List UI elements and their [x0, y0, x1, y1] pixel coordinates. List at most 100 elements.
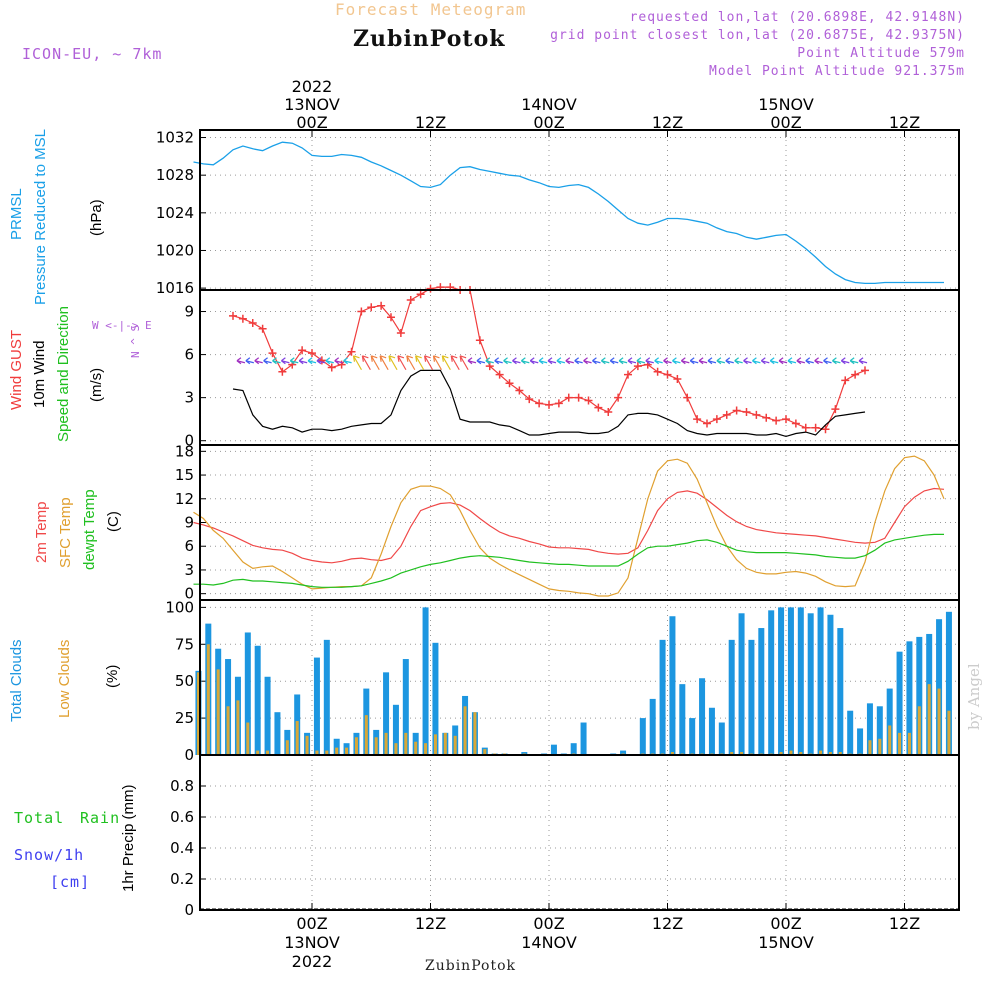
y-tick-label: 0.6 — [170, 808, 194, 826]
low-cloud-bar — [888, 725, 892, 755]
total-cloud-bar — [787, 607, 794, 755]
t2m-line — [193, 487, 945, 564]
total-cloud-bar — [432, 642, 439, 755]
wind-direction-arrow — [459, 355, 469, 371]
label-rain: Rain — [80, 809, 121, 827]
wind-direction-arrow — [485, 357, 494, 365]
x-date-label-bottom: 13NOV — [284, 933, 340, 952]
low-cloud-bar — [256, 750, 260, 755]
gust-marker — [663, 370, 672, 379]
total-cloud-bar — [639, 718, 646, 755]
point-altitude: Point Altitude 579m — [797, 46, 965, 61]
wind-direction-arrow — [503, 357, 512, 365]
location-title: ZubinPotok — [353, 26, 506, 52]
gust-marker — [505, 379, 514, 388]
wind-direction-arrow — [778, 357, 788, 365]
wind-direction-arrow — [814, 357, 823, 365]
dewpt-line — [193, 533, 944, 588]
gust-marker — [752, 410, 761, 419]
gust-marker — [564, 393, 573, 402]
x-tick-label-bottom: 00Z — [296, 914, 327, 933]
x-date-label-bottom: 14NOV — [521, 933, 577, 952]
total-cloud-bar — [768, 610, 775, 755]
gust-marker — [604, 407, 613, 416]
total-cloud-bar — [620, 750, 627, 755]
low-cloud-bar — [443, 732, 447, 755]
gust-marker — [861, 366, 869, 375]
y-tick-label: 3 — [184, 561, 194, 579]
y-tick-label: 75 — [175, 635, 194, 653]
gust-marker — [703, 419, 711, 428]
low-cloud-bar — [819, 750, 823, 755]
wind-direction-arrow — [325, 357, 334, 365]
wind-direction-arrow — [263, 357, 272, 365]
gust-marker — [308, 349, 316, 358]
wind-direction-arrow — [698, 357, 708, 365]
pressure-line — [193, 141, 944, 285]
wind-direction-arrow — [281, 357, 290, 365]
low-cloud-bar — [354, 737, 358, 755]
wind-direction-arrow — [245, 357, 254, 365]
total-cloud-bar — [422, 607, 429, 755]
low-cloud-bar — [325, 750, 329, 755]
y-tick-label: 0.4 — [170, 839, 194, 857]
x-tick-label-top: 00Z — [296, 113, 327, 132]
gust-marker — [653, 367, 662, 376]
low-cloud-bar — [315, 750, 319, 755]
gust-marker — [317, 356, 326, 365]
wind-direction-arrow — [743, 357, 752, 365]
low-cloud-bar — [838, 752, 842, 755]
panel-frame — [199, 129, 960, 291]
total-cloud-bar — [580, 722, 587, 755]
x-tick-label-bottom: 12Z — [415, 914, 446, 933]
wind-direction-arrow — [734, 357, 743, 365]
gust-marker — [693, 415, 702, 424]
gust-marker — [475, 336, 484, 345]
total-cloud-bar — [797, 607, 804, 755]
y-tick-label: 1020 — [156, 241, 194, 259]
wind-direction-arrow — [423, 355, 434, 371]
low-cloud-bar — [907, 732, 911, 755]
low-cloud-bar — [927, 684, 931, 755]
label-cm: [cm] — [50, 873, 91, 891]
total-cloud-bar — [333, 738, 340, 755]
wind-direction-arrow — [769, 357, 779, 365]
requested-lonlat: requested lon,lat (20.6898E, 42.9148N) — [629, 10, 965, 25]
y-tick-label: 6 — [184, 346, 194, 364]
y-tick-label: 0 — [184, 432, 194, 450]
total-cloud-bar — [313, 657, 320, 755]
wind-direction-arrow — [432, 355, 442, 371]
x-tick-label-bottom: 00Z — [770, 914, 801, 933]
wind-direction-arrow — [236, 357, 246, 365]
closest-lonlat: grid point closest lon,lat (20.6875E, 42… — [550, 28, 965, 43]
total-cloud-bar — [886, 688, 893, 755]
low-cloud-bar — [868, 740, 872, 755]
y-tick-label: 50 — [175, 672, 194, 690]
gust-marker — [406, 296, 415, 305]
total-cloud-bar — [837, 628, 844, 755]
low-cloud-bar — [453, 735, 457, 755]
x-date-label-top: 14NOV — [521, 95, 577, 114]
low-cloud-bar — [424, 743, 428, 755]
gust-marker — [683, 393, 692, 402]
low-cloud-bar — [917, 706, 921, 755]
wind-direction-arrow — [636, 357, 646, 365]
wind-direction-arrow — [627, 357, 637, 365]
x-year-label-top: 2022 — [292, 77, 333, 96]
gust-marker — [584, 396, 593, 405]
gust-marker — [367, 303, 376, 312]
wind-direction-arrow — [352, 355, 362, 371]
wind-direction-arrow — [760, 357, 770, 365]
wind-direction-arrow — [289, 357, 299, 365]
forecast-title: Forecast Meteogram — [335, 0, 527, 19]
y-tick-label: 1032 — [156, 129, 194, 147]
y-tick-label: 9 — [184, 303, 194, 321]
low-cloud-bar — [740, 752, 744, 755]
x-tick-label-top: 00Z — [770, 113, 801, 132]
total-cloud-bar — [916, 636, 923, 755]
low-cloud-bar — [473, 712, 477, 755]
total-cloud-bar — [728, 639, 735, 755]
gust-marker — [248, 319, 257, 328]
wind-direction-arrow — [849, 357, 859, 365]
total-cloud-bar — [383, 672, 390, 755]
